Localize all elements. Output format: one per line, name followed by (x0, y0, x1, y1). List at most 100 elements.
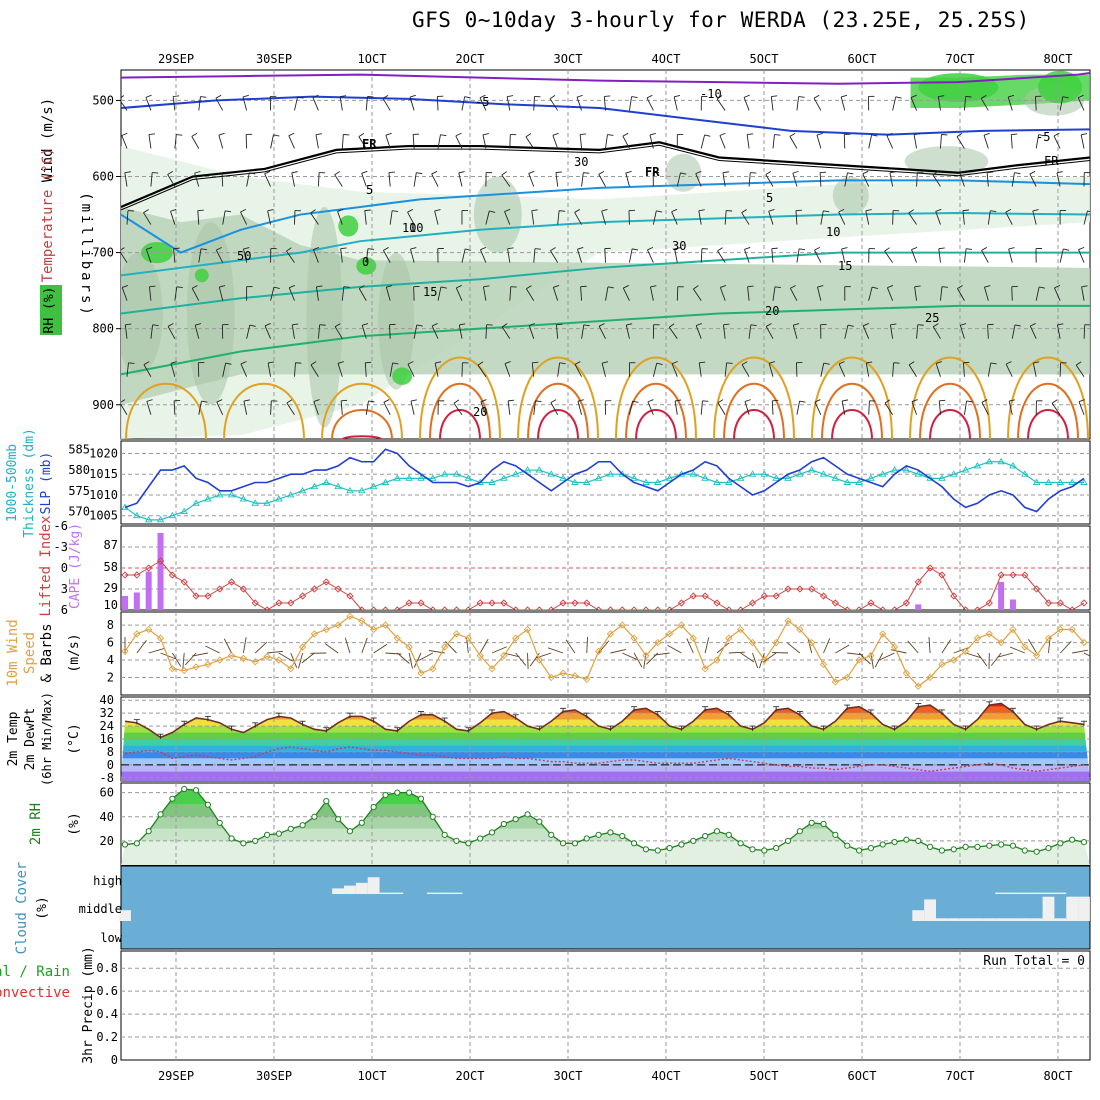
wind-barb (509, 286, 512, 301)
wind-barb (507, 248, 511, 263)
thickness-point (571, 478, 579, 485)
wind-speed-point (902, 669, 911, 677)
lifted-index-point (843, 606, 851, 610)
wind-speed-point (1044, 634, 1053, 642)
wind-barb-flag (626, 323, 633, 326)
wind-barb-flag (201, 400, 208, 403)
wind-barb-flag (358, 133, 365, 137)
wind-speed-point (1009, 625, 1017, 634)
wind-barb (841, 400, 846, 415)
rh-saturated-patch (392, 367, 413, 385)
wind-barb (629, 248, 633, 263)
thickness-point (831, 474, 840, 481)
warm-isotherm (125, 382, 207, 439)
wind-barb-flag (343, 286, 350, 288)
slp-line (124, 448, 1085, 513)
wind-barb (1035, 286, 1040, 301)
precip-label-1: Total / Rain (0, 964, 70, 980)
wind-barb (389, 362, 394, 377)
rh-unit: (%) (67, 812, 82, 835)
precip-label-3: 3hr Precip (mm) (81, 946, 96, 1063)
wind-barb (477, 364, 487, 377)
cloud-bar-middle (959, 918, 972, 921)
wind-barb (935, 363, 941, 377)
wind-barb-flag (774, 134, 781, 136)
wind-barb-flag (218, 132, 225, 136)
pressure-axis: 500 600 700 800 900 (92, 93, 121, 412)
wind-barb (1029, 325, 1037, 339)
wind-barb-flag (789, 132, 796, 137)
wind-barb-flag (337, 361, 344, 364)
wind-barb (174, 134, 177, 149)
surface-barb (787, 642, 801, 654)
isotherm-label: 15 (838, 259, 852, 273)
wind-barb-flag (799, 400, 806, 403)
wind-barb-flag (911, 246, 918, 250)
thickness-point (902, 466, 911, 473)
wind-barb (316, 286, 319, 301)
wind-barb (198, 248, 202, 263)
rh-point (240, 840, 247, 847)
thickness-point (286, 491, 295, 498)
wind-speed-point (251, 658, 259, 666)
wind-barb-flag (1081, 285, 1088, 288)
wind-barb-flag (1077, 94, 1084, 99)
wind-barb-flag (1062, 96, 1069, 99)
cloud-bar-middle (947, 918, 960, 921)
rh-tick-label: 60 (100, 786, 114, 800)
cloud-level-middle: middle (79, 902, 122, 916)
upper-label-rh: RH (%) (42, 287, 57, 334)
warm-isotherm (831, 409, 873, 439)
wind-barb-flag (1014, 172, 1021, 175)
wind-barb (987, 362, 992, 377)
wind-barb-flag (741, 209, 747, 214)
wind-speed-point (606, 630, 615, 638)
wind-barb-flag (1054, 284, 1061, 289)
wind-barb-flag (717, 399, 724, 404)
slp-tick-label: 1005 (89, 509, 118, 523)
wind-barb (485, 324, 488, 339)
wind-barb (383, 402, 391, 415)
wind-barb-flag (680, 172, 687, 175)
wind-barb (364, 210, 367, 225)
wind-speed-point (926, 673, 934, 682)
wind-barb (647, 249, 654, 263)
wind-barb-flag (1057, 323, 1064, 326)
bottom-date-label: 6OCT (848, 1069, 877, 1083)
wind-barb (264, 173, 271, 187)
top-date-label: 5OCT (750, 52, 779, 66)
wind-barb-flag (552, 132, 559, 136)
cloud-level-high: high (93, 874, 122, 888)
rh-patch (186, 222, 235, 405)
cloud-bar-middle (995, 918, 1008, 921)
precip-axis: 0 0.2 0.4 0.6 0.8 (96, 961, 118, 1067)
surface-barb (879, 652, 895, 661)
wind-barb (911, 249, 917, 263)
cloud-bar-high (355, 882, 368, 894)
thickness-point (772, 474, 780, 481)
lifted-index-point (867, 599, 875, 607)
wind-barb (246, 172, 250, 187)
wind-barb (717, 250, 726, 263)
lifted-tick-label: 3 (61, 582, 68, 596)
wind-barb-flag (409, 94, 416, 98)
slp-label-1: 1000-500mb (5, 444, 20, 522)
wind-speed-point (950, 656, 958, 664)
precip-panel: 0 0.2 0.4 0.6 0.8 Run Total = 0 Total / Rain… (0, 946, 1091, 1067)
wind-barb-flag (386, 285, 393, 288)
slp-tick-label: 1010 (89, 488, 118, 502)
top-date-label: 30SEP (256, 52, 292, 66)
wind-barb (121, 252, 128, 263)
wind-barb-flag (938, 247, 945, 250)
rh-saturated-patch (194, 268, 209, 283)
wind-label-1: 10m Wind (5, 619, 21, 686)
surface-barb (610, 648, 627, 654)
wind-speed-point (464, 634, 472, 642)
warm-isotherm (625, 382, 687, 439)
wind-barb (173, 400, 176, 415)
wind-barb (574, 212, 582, 225)
wind-barb-flag (455, 132, 462, 137)
wind-barb-flag (195, 323, 202, 326)
wind-barb-flag (1008, 94, 1015, 98)
precip-label-2: Convective (0, 985, 70, 1001)
